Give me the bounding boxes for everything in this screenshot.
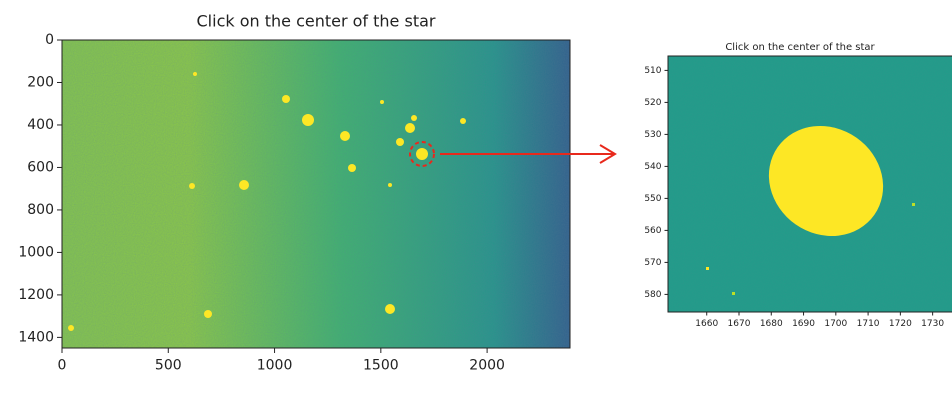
x-tick-label: 1710 [857,319,880,329]
y-tick-label: 0 [45,32,54,48]
figure: Click on the center of the star 0 500 1000 1… [0,0,952,400]
x-tick-label: 1000 [257,358,293,374]
x-tick-label: 1500 [363,358,399,374]
y-tick-label: 540 [644,162,661,172]
x-tick-label: 1730 [921,319,944,329]
y-tick-label: 510 [644,66,661,76]
x-tick-label: 2000 [469,358,505,374]
y-tick-label: 200 [27,74,54,90]
y-tick-label: 1000 [18,244,54,260]
y-tick-label: 800 [27,202,54,218]
chart-title: Click on the center of the star [725,42,875,53]
x-tick-label: 1660 [695,319,718,329]
left-image [62,40,570,348]
x-tick-label: 500 [155,358,182,374]
y-tick-label: 400 [27,117,54,133]
y-tick-label: 600 [27,159,54,175]
x-tick-label: 1700 [824,319,847,329]
x-tick-label: 1680 [760,319,783,329]
x-tick-label: 0 [58,358,67,374]
y-tick-label: 570 [644,258,661,268]
y-tick-label: 1200 [18,287,54,303]
y-tick-label: 530 [644,130,661,140]
y-tick-label: 1400 [18,329,54,345]
chart-title: Click on the center of the star [197,12,436,31]
right-image [668,56,952,312]
x-tick-label: 1720 [889,319,912,329]
y-tick-label: 550 [644,194,661,204]
y-tick-label: 520 [644,98,661,108]
page: Click on the center of the star 0 500 1000 1… [0,0,952,400]
x-tick-label: 1690 [792,319,815,329]
y-tick-label: 580 [644,290,661,300]
y-tick-label: 560 [644,226,661,236]
x-tick-label: 1670 [728,319,751,329]
